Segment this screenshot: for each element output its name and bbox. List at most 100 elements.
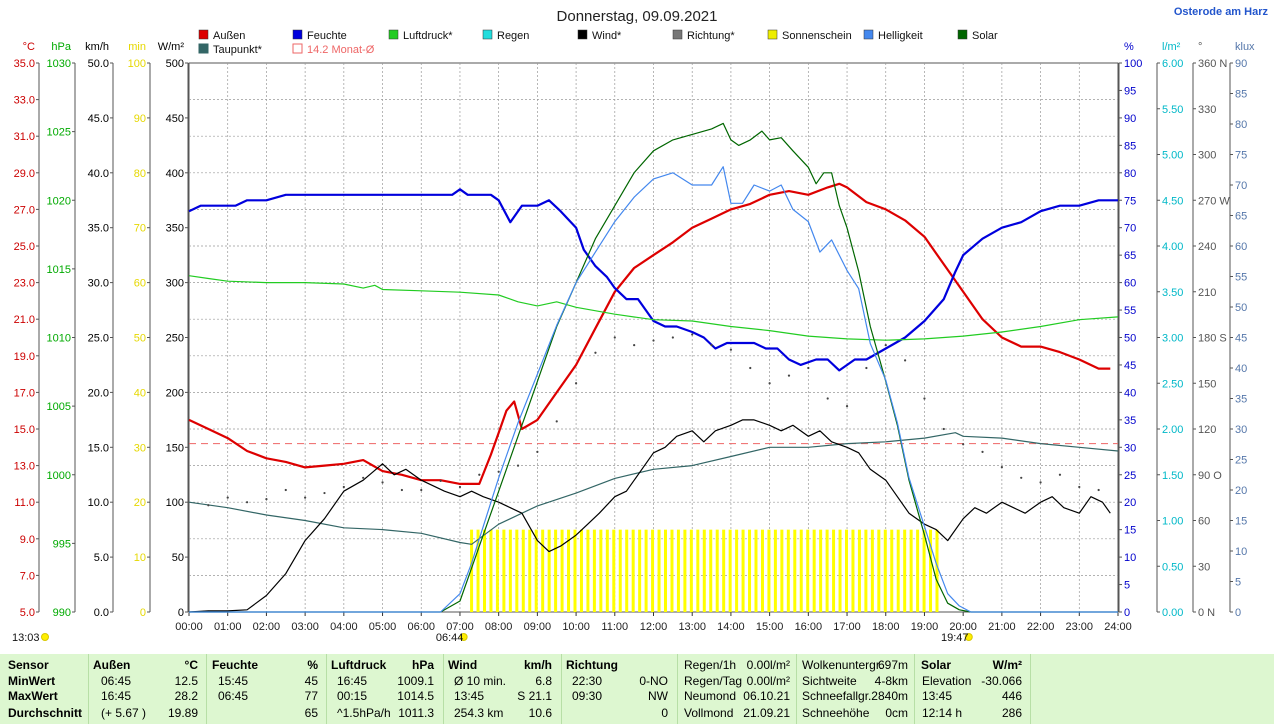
legend-swatch — [957, 29, 968, 40]
axis-tick-label-rain: 0.50 — [1162, 561, 1183, 573]
stats-divider — [796, 654, 797, 724]
rain-value: 06.10.21 — [743, 689, 790, 703]
stats-header: Luftdruck — [331, 658, 387, 672]
sunshine-bar — [683, 529, 687, 612]
point-richtung — [207, 504, 210, 507]
point-richtung — [691, 333, 694, 336]
sunshine-bar — [709, 529, 713, 612]
sunshine-bar — [825, 529, 829, 612]
stats-cell: 77 — [304, 689, 318, 703]
axis-tick-label-rain: 1.00 — [1162, 516, 1183, 528]
point-richtung — [904, 359, 907, 362]
axis-tick-label-direction: 0 N — [1198, 607, 1215, 619]
point-richtung — [1020, 476, 1023, 479]
axis-tick-label-pressure: 1025 — [47, 127, 71, 139]
axis-tick-label-direction: 270 W — [1198, 195, 1230, 207]
point-richtung — [749, 366, 752, 370]
legend-swatch — [482, 29, 493, 40]
sunshine-bar — [534, 529, 538, 612]
point-richtung — [981, 450, 984, 453]
sunshine-bar — [799, 529, 803, 612]
sunshine-bar — [618, 529, 622, 612]
point-richtung — [787, 374, 791, 377]
stats-row-label: Durchschnitt — [8, 706, 83, 720]
stats-cell: 22:30 — [572, 674, 603, 688]
axis-tick-label-lux: 0 — [1235, 607, 1241, 619]
x-tick-label: 11:00 — [601, 621, 628, 633]
sunrise-label: 06:44 — [436, 632, 464, 644]
axis-unit-pressure: hPa — [51, 41, 71, 53]
axis-tick-label-pressure: 1000 — [47, 470, 71, 482]
sunshine-bar — [728, 529, 732, 612]
sunshine-bar — [605, 529, 609, 612]
stats-cell: 10.6 — [528, 706, 552, 720]
misc-value: 2840m — [871, 689, 908, 703]
axis-unit-temp: °C — [23, 41, 35, 53]
x-tick-label: 13:00 — [678, 621, 706, 633]
axis-tick-label-rain: 4.50 — [1162, 195, 1183, 207]
sunshine-bar — [676, 529, 680, 612]
point-richtung — [884, 344, 887, 347]
axis-tick-label-humidity: 20 — [1124, 497, 1136, 509]
point-richtung — [342, 485, 345, 489]
sunshine-bar — [838, 529, 842, 612]
legend-label: Feuchte — [307, 30, 347, 42]
rain-value: 21.09.21 — [743, 706, 790, 720]
axis-tick-label-lux: 80 — [1235, 119, 1247, 131]
sunshine-bar — [851, 529, 855, 612]
axis-tick-label-solar: 500 — [166, 58, 184, 70]
axis-tick-label-pressure: 990 — [53, 607, 71, 619]
point-richtung — [497, 470, 500, 473]
axis-tick-label-sunshine: 60 — [134, 278, 146, 290]
axis-tick-label-temp: 31.0 — [14, 131, 35, 143]
axis-tick-label-humidity: 40 — [1124, 387, 1136, 399]
day-length-label: 13:03 — [12, 632, 40, 644]
axis-tick-label-sunshine: 20 — [134, 497, 146, 509]
stats-cell: 45 — [304, 674, 318, 688]
stats-cell: NW — [648, 689, 668, 703]
stats-divider — [1030, 654, 1031, 724]
x-tick-label: 15:00 — [756, 621, 784, 633]
sunshine-bar — [806, 529, 810, 612]
sunshine-bar — [670, 529, 674, 612]
axis-tick-label-sunshine: 100 — [128, 58, 146, 70]
sunshine-bar — [547, 529, 551, 612]
misc-value: 697m — [877, 658, 908, 672]
sun-icon — [459, 633, 468, 641]
sunshine-bar — [579, 529, 583, 612]
axis-tick-label-pressure: 1010 — [47, 333, 71, 345]
stats-divider — [677, 654, 678, 724]
location-link[interactable]: Osterode am Harz — [1174, 6, 1269, 18]
x-tick-label: 04:00 — [330, 621, 358, 633]
axis-tick-label-sunshine: 90 — [134, 113, 146, 125]
legend-label: 14.2 Monat-Ø — [307, 44, 375, 56]
sunshine-bar — [741, 529, 745, 612]
axis-tick-label-lux: 40 — [1235, 363, 1247, 375]
axis-unit-rain: l/m² — [1162, 41, 1181, 53]
axis-tick-label-temp: 11.0 — [14, 497, 35, 509]
sunshine-bar — [812, 529, 816, 612]
axis-tick-label-sunshine: 70 — [134, 223, 146, 235]
misc-label: Schneefallgr. — [802, 689, 872, 703]
point-richtung — [613, 336, 616, 339]
sunshine-bar — [599, 529, 603, 612]
axis-unit-solar: W/m² — [158, 41, 185, 53]
legend-label: Luftdruck* — [403, 30, 453, 42]
stats-cell: 13:45 — [454, 689, 485, 703]
point-richtung — [555, 420, 558, 423]
axis-tick-label-rain: 6.00 — [1162, 58, 1183, 70]
point-richtung — [942, 427, 945, 431]
stats-divider — [88, 654, 89, 724]
axis-tick-label-rain: 5.50 — [1162, 104, 1183, 116]
x-tick-label: 09:00 — [524, 621, 552, 633]
axis-tick-label-solar: 450 — [166, 113, 184, 125]
axis-tick-label-humidity: 30 — [1124, 442, 1136, 454]
stats-cell: S 21.1 — [517, 689, 552, 703]
axis-tick-label-solar: 400 — [166, 168, 184, 180]
x-tick-label: 05:00 — [369, 621, 397, 633]
stats-header: °C — [184, 658, 198, 672]
axis-tick-label-lux: 25 — [1235, 455, 1247, 467]
series-wind — [188, 419, 1111, 613]
point-richtung — [478, 473, 481, 476]
weather-chart: Donnerstag, 09.09.2021 Osterode am Harz … — [12, 6, 1269, 644]
